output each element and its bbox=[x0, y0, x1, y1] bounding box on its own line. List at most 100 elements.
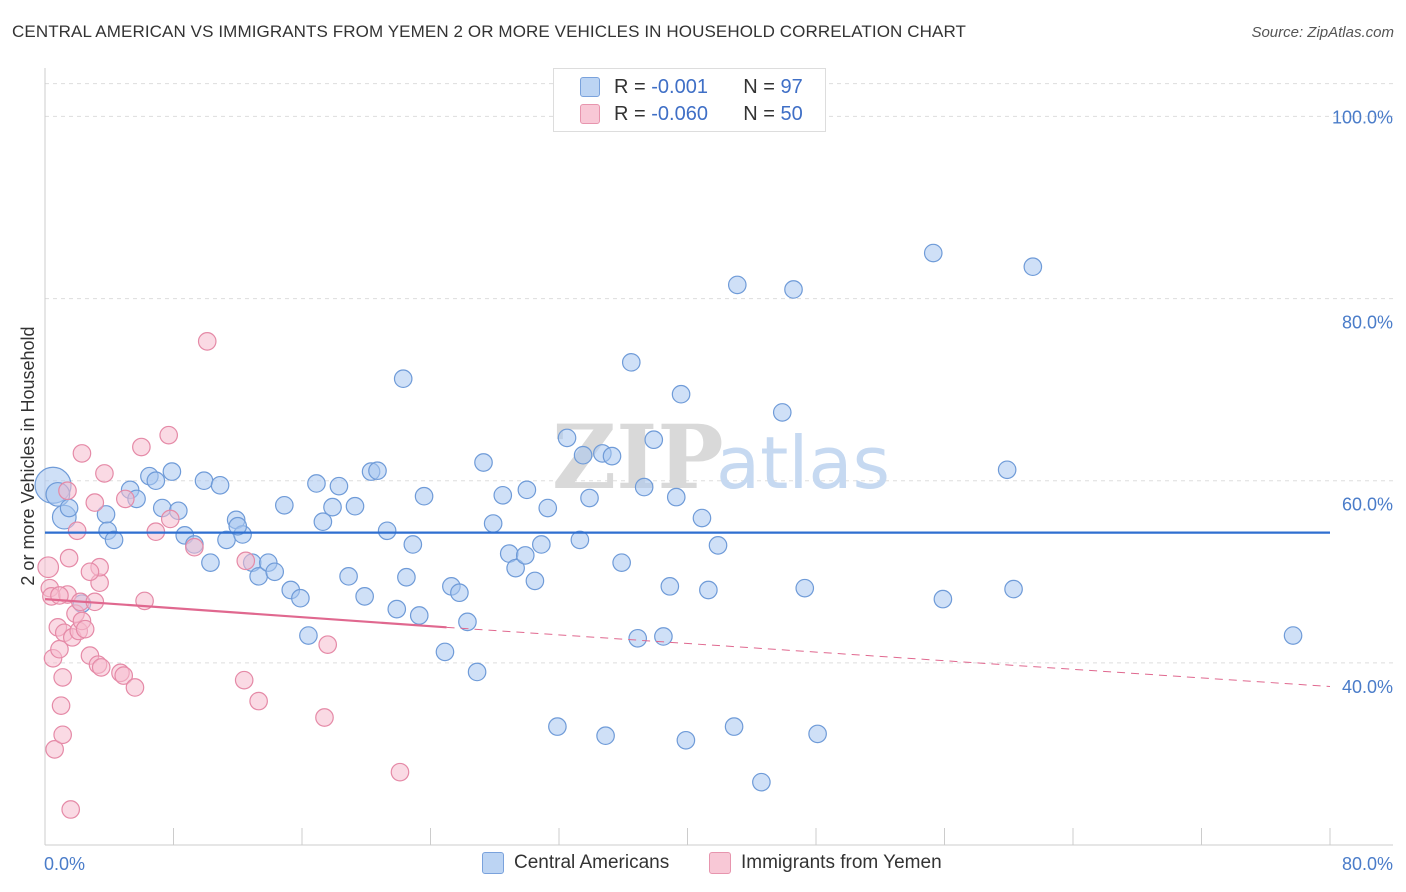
point-central-american bbox=[784, 280, 803, 299]
bottom-legend-label: Immigrants from Yemen bbox=[741, 852, 942, 873]
point-central-american bbox=[596, 726, 615, 746]
point-yemen bbox=[390, 762, 410, 782]
point-central-american bbox=[795, 578, 815, 598]
legend-row-yemen: R = -0.060 N = 50 bbox=[580, 102, 803, 126]
point-central-american bbox=[493, 485, 513, 505]
bottom-legend-label: Central Americans bbox=[514, 852, 670, 873]
legend-row-central-americans: R = -0.001 N = 97 bbox=[580, 75, 803, 99]
legend-r-value: -0.001 bbox=[651, 75, 708, 98]
point-central-american bbox=[323, 497, 342, 517]
point-central-american bbox=[1023, 257, 1043, 277]
legend-n-label: N = bbox=[743, 102, 775, 125]
y-tick-label: 60.0% bbox=[1342, 495, 1393, 515]
point-yemen bbox=[197, 332, 217, 351]
point-central-american bbox=[671, 384, 691, 404]
point-central-american bbox=[506, 558, 525, 578]
point-central-american bbox=[752, 772, 771, 792]
point-central-american bbox=[621, 352, 641, 372]
point-yemen bbox=[61, 800, 81, 819]
point-central-american bbox=[467, 662, 487, 682]
point-yemen bbox=[58, 481, 77, 501]
point-central-american bbox=[1283, 626, 1303, 645]
point-central-american bbox=[397, 567, 416, 587]
bottom-legend-swatch-pink bbox=[709, 852, 731, 874]
point-yemen bbox=[37, 556, 60, 579]
point-central-american bbox=[538, 498, 558, 518]
x-tick-label: 0.0% bbox=[44, 854, 85, 874]
point-central-american bbox=[483, 514, 503, 533]
axes bbox=[44, 68, 1393, 846]
point-central-american bbox=[772, 403, 792, 422]
point-central-american bbox=[580, 488, 599, 508]
point-central-american bbox=[692, 508, 712, 528]
stats-legend: R = -0.001 N = 97 R = -0.060 N = 50 bbox=[553, 68, 826, 132]
y-tick-label: 80.0% bbox=[1342, 313, 1393, 333]
point-central-american bbox=[660, 577, 680, 596]
point-central-american bbox=[1004, 579, 1023, 599]
point-central-american bbox=[265, 562, 285, 582]
trend-line-yemen bbox=[44, 598, 447, 629]
point-yemen bbox=[95, 464, 114, 483]
point-yemen bbox=[53, 668, 72, 687]
point-central-american bbox=[146, 471, 166, 491]
bottom-legend-central-americans: Central Americans bbox=[482, 852, 669, 874]
point-central-american bbox=[355, 587, 374, 606]
point-central-american bbox=[414, 486, 434, 506]
point-central-american bbox=[194, 471, 214, 491]
point-central-american bbox=[548, 717, 567, 736]
point-central-american bbox=[275, 495, 294, 515]
point-yemen bbox=[59, 548, 79, 568]
point-central-american bbox=[228, 516, 248, 536]
point-yemen bbox=[85, 493, 105, 512]
point-yemen bbox=[114, 666, 134, 685]
point-central-american bbox=[727, 275, 747, 295]
legend-r-value: -0.060 bbox=[651, 102, 708, 125]
axis-labels: 40.0% 60.0% 80.0% 100.0% 0.0% 80.0% 2 or more … bbox=[18, 107, 1393, 874]
trend-line-yemen-extension bbox=[446, 626, 1331, 688]
point-central-american bbox=[676, 730, 696, 750]
point-central-american bbox=[557, 428, 577, 448]
point-central-american bbox=[525, 571, 545, 591]
point-central-american bbox=[666, 487, 686, 507]
point-central-american bbox=[517, 480, 537, 500]
point-yemen bbox=[51, 696, 71, 715]
point-central-american bbox=[628, 628, 648, 648]
point-central-american bbox=[532, 535, 551, 554]
point-central-american bbox=[313, 512, 333, 532]
point-central-american bbox=[573, 445, 593, 465]
point-yemen bbox=[185, 537, 204, 557]
point-central-american bbox=[458, 612, 477, 632]
point-yemen bbox=[318, 635, 338, 654]
point-yemen bbox=[160, 509, 180, 529]
point-central-american bbox=[59, 498, 79, 518]
point-central-american bbox=[654, 627, 673, 646]
point-central-american bbox=[368, 461, 387, 481]
point-yemen bbox=[132, 437, 151, 457]
point-central-american bbox=[299, 626, 318, 645]
grid-lines bbox=[45, 83, 1393, 664]
point-central-american bbox=[612, 553, 631, 573]
y-tick-label: 100.0% bbox=[1332, 107, 1393, 127]
point-central-american bbox=[515, 546, 535, 565]
point-central-american bbox=[570, 530, 590, 550]
y-tick-label: 40.0% bbox=[1342, 677, 1393, 697]
x-tick-label: 80.0% bbox=[1342, 854, 1393, 874]
point-central-american bbox=[602, 446, 622, 466]
source-label: Source: ZipAtlas.com bbox=[1251, 24, 1394, 41]
legend-swatch-blue bbox=[580, 77, 600, 97]
point-central-american bbox=[329, 476, 349, 496]
point-central-american bbox=[377, 521, 397, 541]
point-yemen bbox=[45, 740, 64, 759]
point-yemen bbox=[115, 489, 135, 509]
point-central-american bbox=[634, 477, 654, 497]
point-yemen bbox=[80, 562, 100, 582]
point-central-american bbox=[210, 475, 230, 495]
point-central-american bbox=[201, 553, 220, 573]
point-yemen bbox=[315, 708, 334, 727]
point-central-american bbox=[387, 599, 407, 619]
point-central-american bbox=[104, 530, 124, 550]
point-yemen bbox=[53, 725, 72, 745]
point-central-american bbox=[808, 724, 827, 744]
point-yemen bbox=[67, 521, 87, 541]
